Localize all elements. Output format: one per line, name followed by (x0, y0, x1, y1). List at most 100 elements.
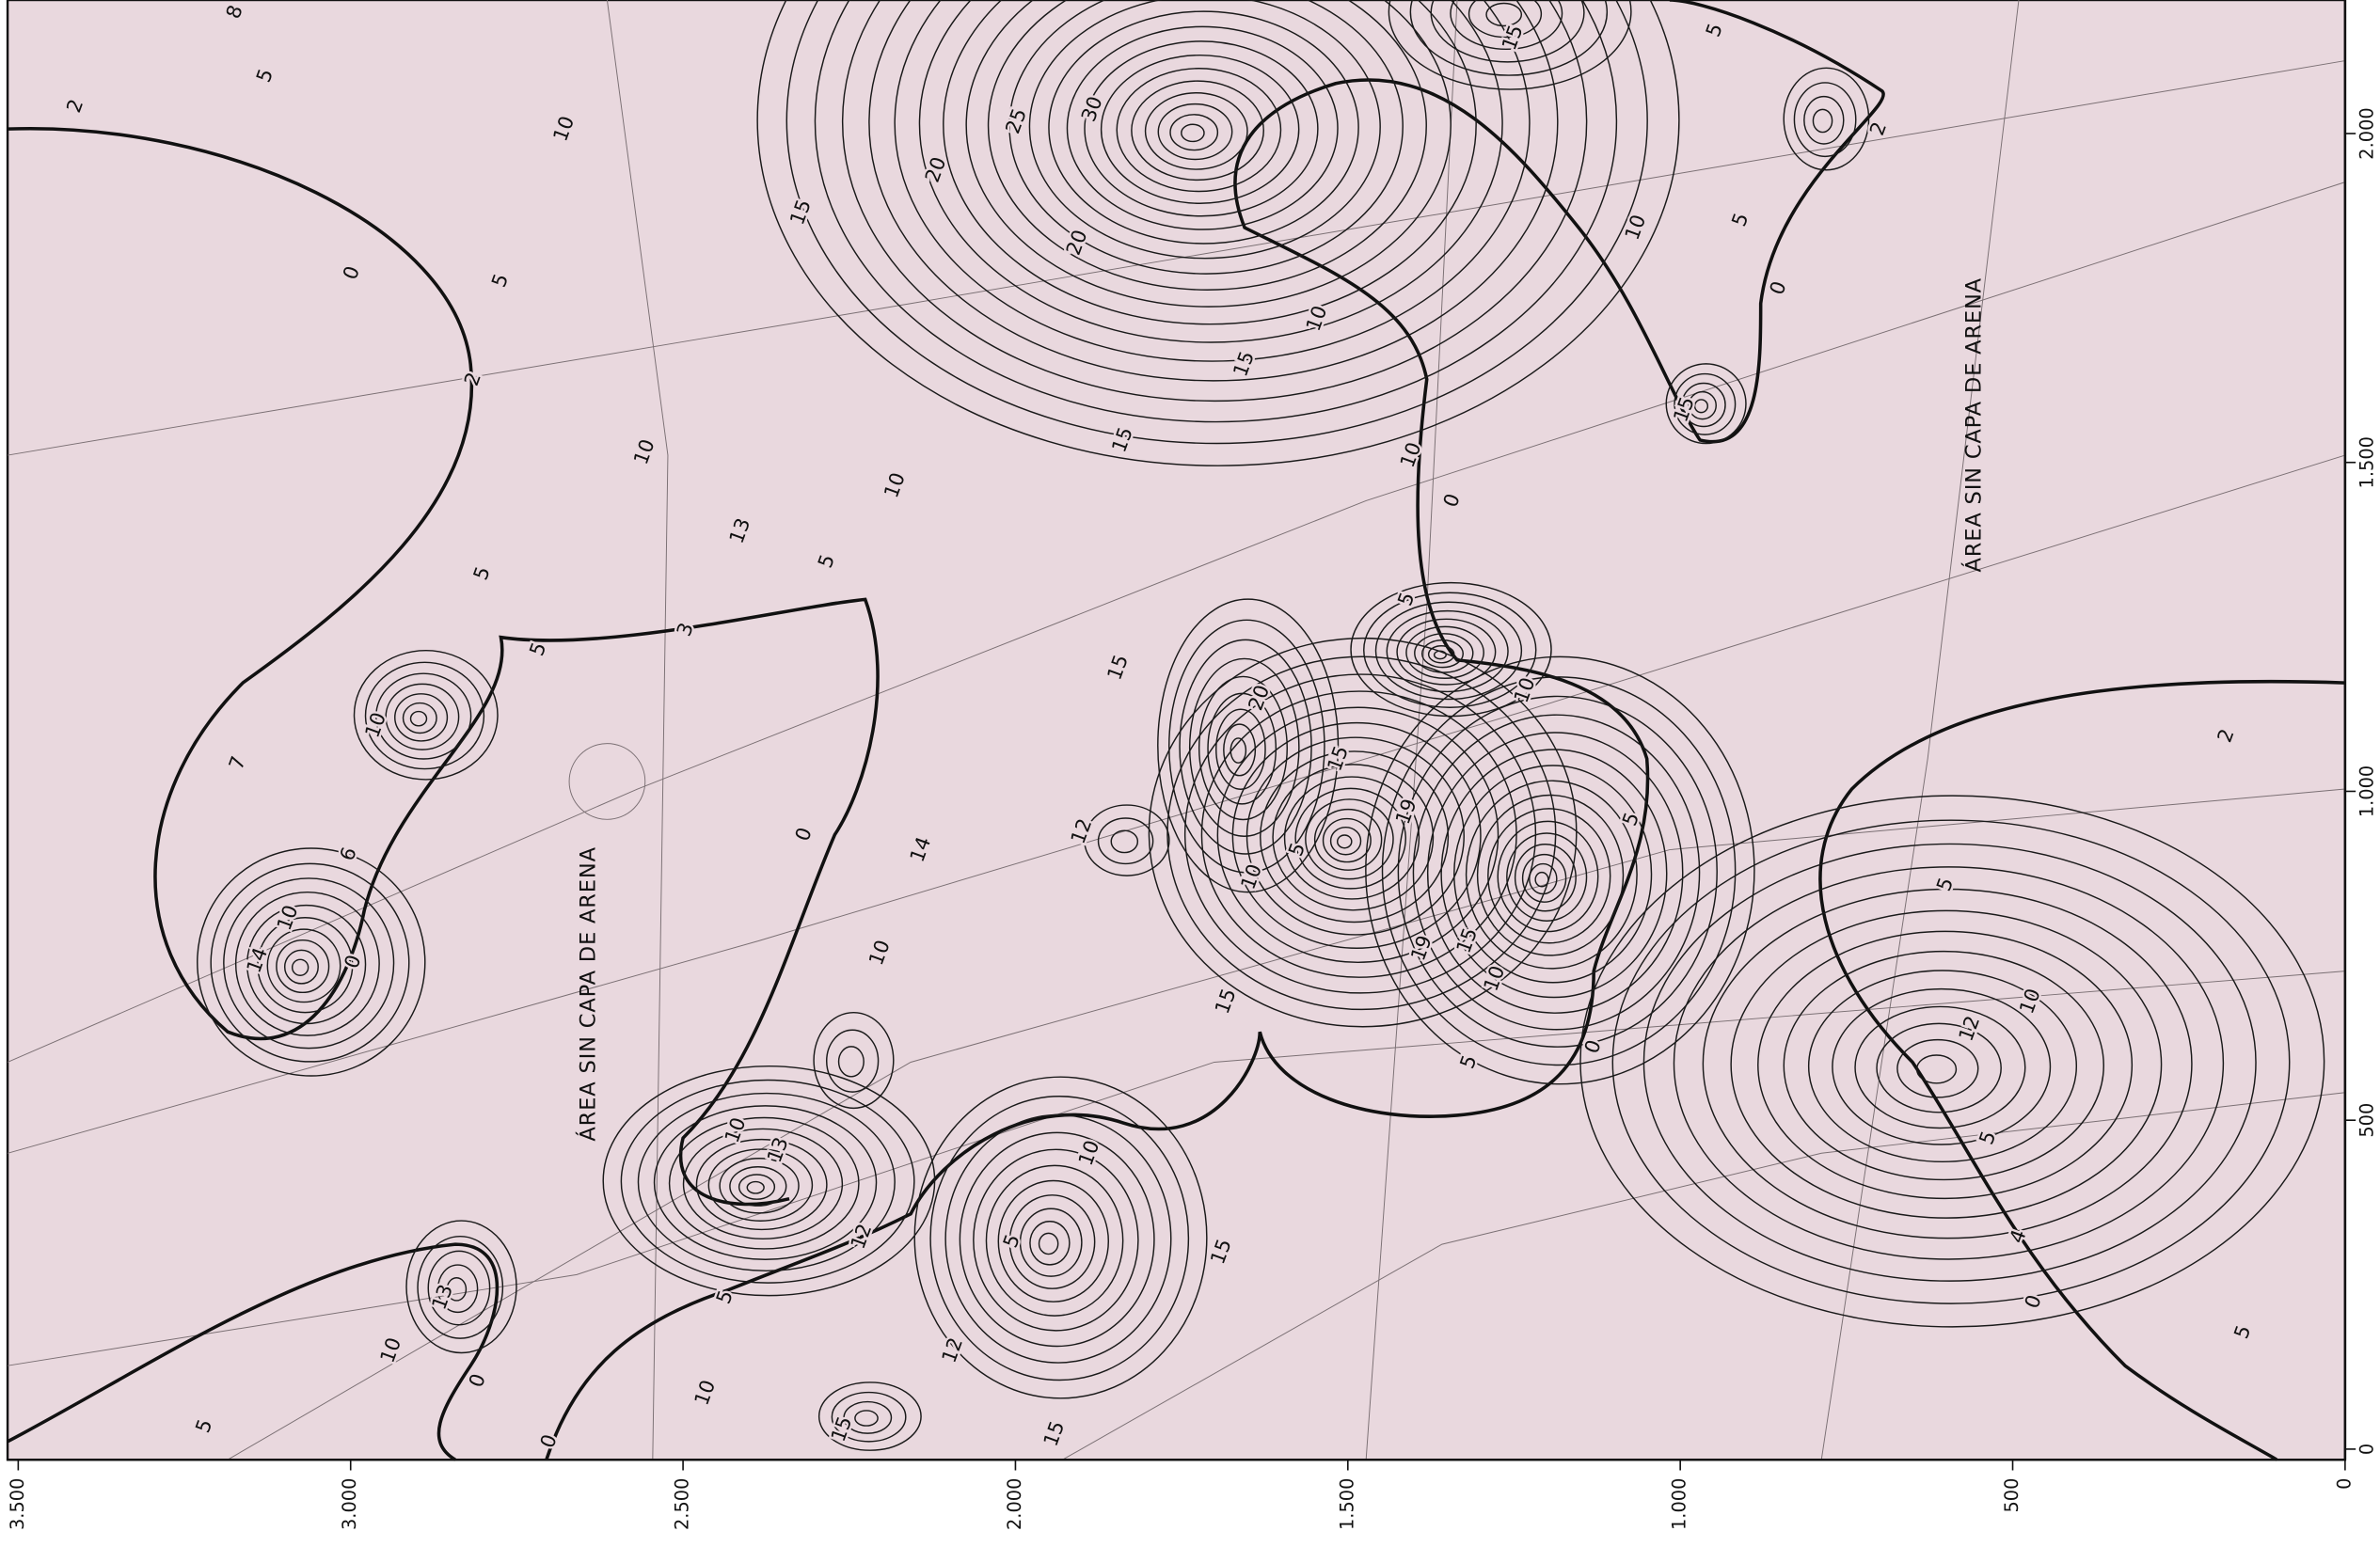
contour-line (1521, 853, 1567, 903)
contour-line (402, 702, 437, 734)
contour-line (894, 0, 1531, 362)
contour-line (1363, 592, 1537, 708)
contour-line (719, 1158, 800, 1214)
y-tick-label: 2.000 (2356, 107, 2378, 159)
contour-line (1028, 0, 1381, 260)
contour-line (1440, 749, 1668, 999)
contour-line (814, 0, 1617, 423)
contour-line (1215, 708, 1266, 790)
contour-line (1529, 862, 1558, 895)
contour-line (1066, 25, 1339, 230)
contour-line (1476, 794, 1625, 956)
contour-line (197, 847, 426, 1077)
contour-line (246, 904, 367, 1025)
contour-line (223, 877, 395, 1050)
contour-line (1702, 888, 2193, 1239)
contour-line (1110, 829, 1139, 854)
road (7, 182, 2346, 1063)
contour-line (637, 1092, 896, 1272)
x-tick-label: 3.000 (339, 1478, 360, 1530)
contour-line (1803, 95, 1845, 145)
road (606, 0, 669, 1460)
contour-line (1426, 732, 1684, 1014)
contour-line (1674, 372, 1737, 435)
contour-line (375, 672, 472, 760)
contour-line (1876, 1022, 2002, 1113)
contour-line (1430, 0, 1585, 63)
contour-line (1084, 804, 1170, 876)
boundary-line (8, 126, 880, 1207)
contour-line (738, 1174, 776, 1200)
contour-line (1854, 1005, 2026, 1129)
contour-line (1168, 619, 1325, 874)
contour-line (1693, 399, 1709, 414)
contour-line (1832, 987, 2052, 1145)
contour-line (1807, 970, 2078, 1163)
contour-line (1427, 644, 1455, 664)
contour-line (682, 1128, 844, 1240)
contour-line (1183, 673, 1537, 994)
contour-line (1097, 817, 1154, 865)
contour-line (973, 1148, 1139, 1332)
contour-lines (197, 0, 2325, 1451)
contour-line (1336, 834, 1353, 849)
contour-line (1198, 675, 1288, 821)
contour-line (266, 928, 341, 1003)
contour-line (1223, 723, 1257, 777)
contour-line (854, 1410, 879, 1427)
contour-line (1188, 657, 1300, 837)
contour-line (1396, 618, 1497, 686)
contour-line (1665, 363, 1747, 445)
contour-line (234, 891, 380, 1036)
contour-line (1283, 776, 1420, 900)
road (7, 60, 2345, 456)
contour-line (1579, 795, 2325, 1328)
contour-line (283, 949, 319, 985)
contour-line (1487, 808, 1611, 944)
contour-line (1216, 706, 1499, 964)
contour-line (695, 1138, 828, 1231)
contour-line (1313, 808, 1383, 871)
y-tick-label: 0 (2356, 1444, 2378, 1455)
boundary-line (7, 1242, 500, 1461)
contour-line (1534, 871, 1549, 888)
contour-line (868, 0, 1559, 382)
contour-line (1673, 866, 2225, 1260)
contour-line (944, 1113, 1172, 1364)
contour-line (353, 649, 499, 781)
contour-line (1405, 625, 1484, 679)
road (7, 971, 2345, 1366)
contour-line (1681, 382, 1726, 428)
contour-line (929, 1096, 1190, 1381)
contour-line (1485, 2, 1523, 27)
contour-line (602, 1065, 936, 1297)
contour-line (1506, 832, 1588, 922)
contour-line (918, 0, 1503, 343)
contour-line (1131, 80, 1264, 182)
contour-line (1038, 1232, 1059, 1255)
area-label: ÁREA SIN CAPA DE ARENA (575, 846, 601, 1141)
contour-line (1793, 82, 1857, 158)
contour-line (997, 1179, 1109, 1302)
road (1062, 1092, 2345, 1460)
contour-line (1465, 780, 1638, 970)
contour-line (1181, 123, 1205, 143)
x-tick-label: 2.500 (672, 1478, 693, 1530)
contour-line (1116, 68, 1282, 193)
contour-line (1029, 1221, 1071, 1266)
y-tick-label: 1.000 (2356, 766, 2378, 817)
contour-line (1783, 67, 1870, 171)
boundary-line (545, 0, 1885, 1460)
contour-line (653, 1105, 878, 1260)
road (7, 454, 2346, 1154)
x-tick-label: 500 (2001, 1478, 2023, 1513)
contour-line (707, 1148, 814, 1223)
x-tick-label: 3.500 (7, 1478, 28, 1530)
contour-line (417, 1235, 504, 1339)
contour-line (1144, 92, 1248, 170)
contour-line (842, 0, 1588, 402)
contour-line (405, 1220, 517, 1354)
contour-line (1896, 1038, 1979, 1098)
contour-line (364, 661, 485, 770)
contour-line (1730, 909, 2163, 1219)
